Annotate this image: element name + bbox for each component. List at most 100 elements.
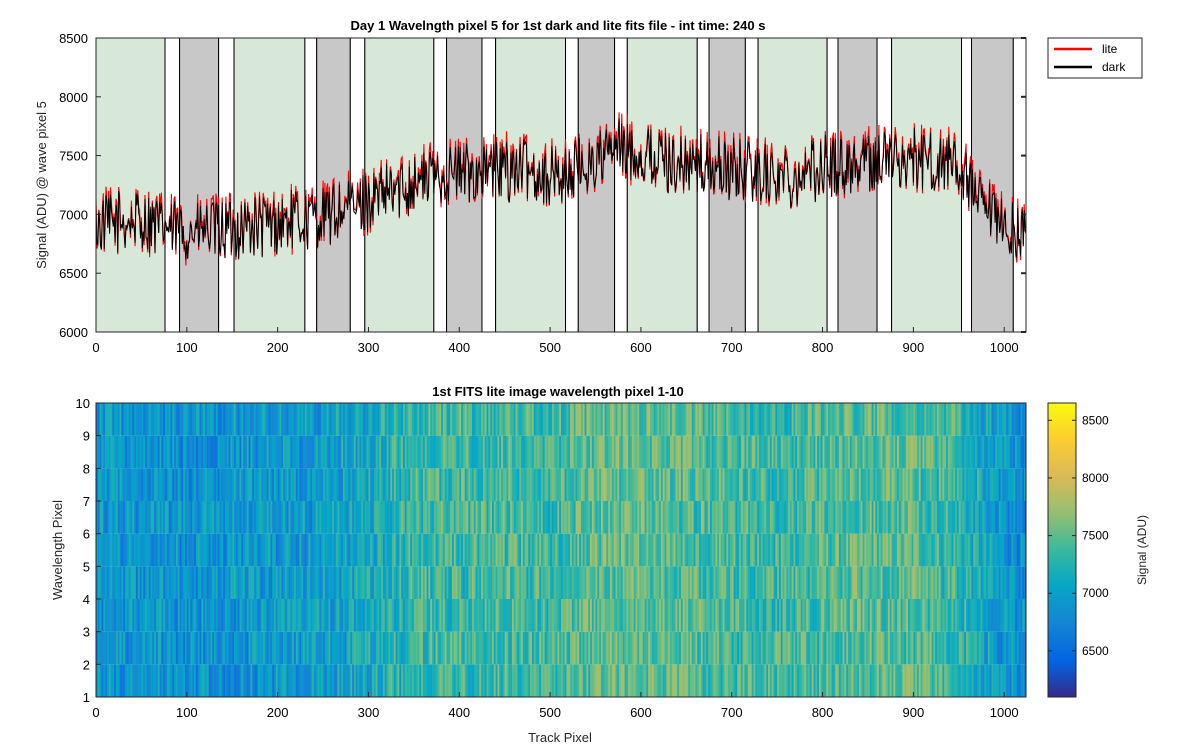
heatmap-cell [166,631,169,665]
heatmap-cell [114,501,117,534]
heatmap-cell [582,501,585,534]
heatmap-cell [165,533,168,567]
heatmap-cell [150,403,153,436]
heatmap-cell [677,664,680,697]
heatmap-cell [646,403,649,436]
heatmap-cell [248,566,251,599]
heatmap-cell [802,599,805,632]
heatmap-cell [515,501,518,534]
heatmap-cell [230,631,233,665]
heatmap-cell [584,468,587,501]
heatmap-cell [817,533,820,567]
heatmap-cell [217,435,220,469]
heatmap-cell [103,533,106,567]
heatmap-cell [388,631,391,665]
heatmap-cell [541,533,544,567]
heatmap-cell [811,664,814,697]
heatmap-cell [132,631,135,665]
heatmap-cell [491,435,495,469]
heatmap-cell [232,435,235,469]
heatmap-cell [920,664,923,697]
heatmap-cell [895,599,898,632]
heatmap-cell [982,631,985,665]
heatmap-cell [887,631,891,665]
heatmap-cell [99,566,102,599]
heatmap-cell [971,533,974,567]
heatmap-cell [577,501,580,534]
heatmap-cell [875,468,878,501]
heatmap-cell [762,599,765,632]
heatmap-cell [858,403,862,436]
heatmap-cell [860,468,863,501]
heatmap-cell [332,468,335,501]
heatmap-cell [898,533,901,567]
heatmap-cell [472,631,475,665]
heatmap-cell [998,566,1001,599]
heatmap-cell [123,501,126,534]
heatmap-cell [263,501,266,534]
heatmap-cell [711,468,714,501]
heatmap-cell [580,664,584,697]
heatmap-cell [203,664,206,697]
heatmap-cell [161,501,164,534]
heatmap-cell [993,566,996,599]
heatmap-cell [415,435,418,469]
heatmap-cell [671,403,674,436]
heatmap-cell [499,501,502,534]
heatmap-cell [938,599,941,632]
heatmap-cell [375,533,378,567]
heatmap-cell [842,599,845,632]
heatmap-cell [96,631,99,665]
heatmap-cell [731,468,734,501]
heatmap-cell [758,533,762,567]
heatmap-cell [304,533,308,567]
heatmap-cell [115,501,119,534]
heatmap-cell [1004,435,1007,469]
heatmap-cell [815,403,818,436]
heatmap-cell [768,631,771,665]
heatmap-cell [909,468,912,501]
heatmap-cell [786,501,789,534]
heatmap-cell [709,435,713,469]
heatmap-cell [809,468,812,501]
heatmap-cell [134,501,137,534]
heatmap-cell [586,664,589,697]
heatmap-cell [849,435,852,469]
heatmap-cell [789,468,792,501]
heatmap-cell [853,533,856,567]
heatmap-cell [956,566,960,599]
heatmap-cell [397,631,400,665]
heatmap-cell [135,533,139,567]
heatmap-cell [662,501,665,534]
heatmap-y-tick-label: 7 [83,494,90,509]
heatmap-x-axis-label: Track Pixel [528,730,592,745]
heatmap-cell [170,599,173,632]
heatmap-cell [459,664,462,697]
heatmap-cell [119,664,122,697]
heatmap-cell [937,664,940,697]
heatmap-cell [984,631,987,665]
heatmap-cell [740,664,743,697]
heatmap-cell [877,501,880,534]
heatmap-cell [352,468,355,501]
heatmap-cell [571,664,575,697]
heatmap-cell [846,631,849,665]
heatmap-cell [243,566,246,599]
heatmap-cell [177,501,180,534]
heatmap-cell [898,664,901,697]
heatmap-cell [323,501,326,534]
heatmap-cell [452,468,455,501]
heatmap-cell [459,403,462,436]
heatmap-cell [126,435,129,469]
heatmap-cell [976,631,980,665]
heatmap-cell [693,435,696,469]
heatmap-cell [132,664,135,697]
span-dark-14 [577,37,616,333]
heatmap-cell [824,566,827,599]
heatmap-cell [292,468,295,501]
heatmap-cell [175,533,179,567]
heatmap-cell [780,501,783,534]
heatmap-cell [566,631,569,665]
top-plot-axes-box [95,37,1027,333]
heatmap-cell [406,631,409,665]
